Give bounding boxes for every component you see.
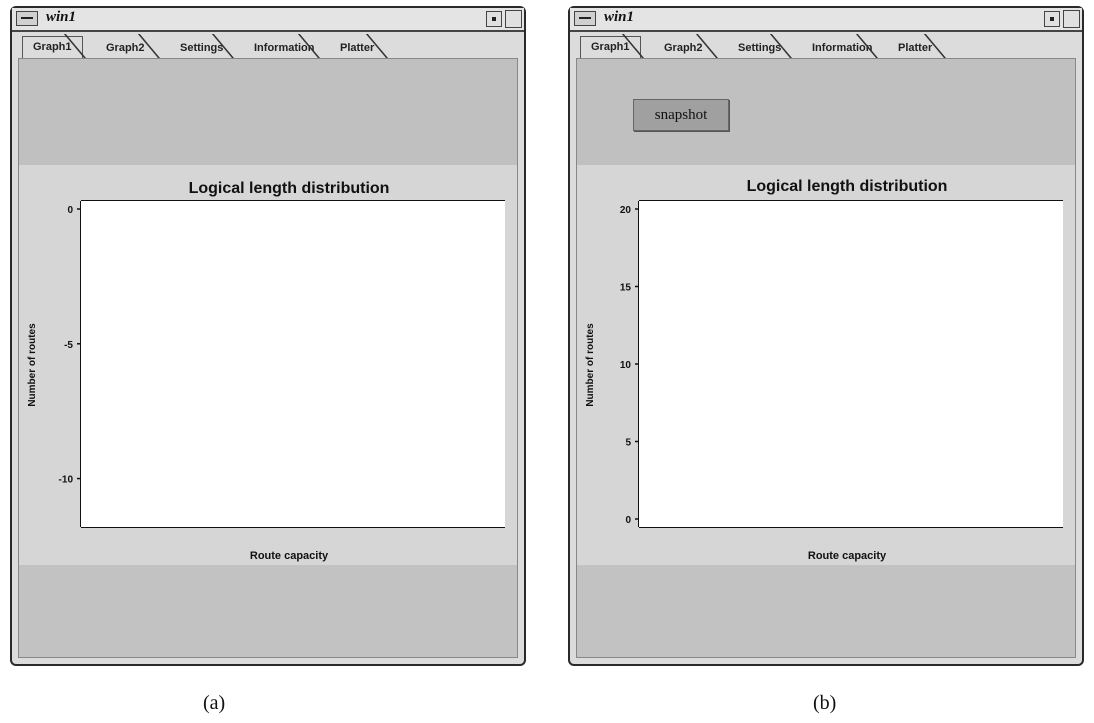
minimize-button[interactable] bbox=[486, 11, 502, 27]
chart-area: 0 -5 -10 Logical length distribution Route… bbox=[19, 165, 517, 565]
caption-a: (a) bbox=[203, 692, 226, 714]
tab-bar: Graph1 Graph2 Settings Information Platt… bbox=[18, 34, 518, 59]
y-tick-label: -10 bbox=[59, 475, 74, 486]
window-a: win1 Graph1 Graph2 Settings Information … bbox=[10, 6, 526, 666]
maximize-button[interactable] bbox=[1063, 10, 1080, 28]
chart-a-svg: 0 -5 -10 Logical length distribution Route… bbox=[27, 180, 505, 562]
tab-graph2[interactable]: Graph2 bbox=[664, 42, 703, 54]
maximize-button[interactable] bbox=[505, 10, 522, 28]
bottom-band bbox=[19, 565, 517, 657]
window-menu-button[interactable] bbox=[16, 11, 38, 26]
minimize-button[interactable] bbox=[1044, 11, 1060, 27]
tab-platter[interactable]: Platter bbox=[898, 42, 933, 54]
y-tick-label: 20 bbox=[620, 205, 632, 216]
bottom-band bbox=[577, 565, 1075, 657]
tab-information[interactable]: Information bbox=[254, 42, 315, 54]
y-axis-label: Number of routes bbox=[27, 323, 38, 407]
window-title: win1 bbox=[46, 9, 77, 25]
snapshot-button[interactable]: snapshot bbox=[633, 99, 729, 131]
top-band: snapshot bbox=[577, 59, 1075, 165]
title-bar[interactable]: win1 bbox=[12, 8, 524, 32]
window-title: win1 bbox=[604, 9, 635, 25]
y-axis-label: Number of routes bbox=[585, 323, 596, 407]
chart-title: Logical length distribution bbox=[747, 178, 948, 195]
tab-graph1[interactable]: Graph1 bbox=[580, 36, 641, 59]
y-tick-label: 10 bbox=[620, 360, 632, 371]
tab-graph2[interactable]: Graph2 bbox=[106, 42, 145, 54]
window-b: win1 Graph1 Graph2 Settings Information … bbox=[568, 6, 1084, 666]
y-tick-label: -5 bbox=[64, 340, 73, 351]
y-tick-label: 5 bbox=[625, 438, 631, 449]
x-axis-label: Route capacity bbox=[250, 550, 329, 562]
chart-title: Logical length distribution bbox=[189, 180, 390, 197]
caption-b: (b) bbox=[813, 692, 837, 714]
tab-information[interactable]: Information bbox=[812, 42, 873, 54]
plot-frame bbox=[639, 201, 1063, 527]
y-tick-label: 0 bbox=[67, 205, 73, 216]
chart-b-svg: 0 5 10 15 20 Logical length distribution Rou… bbox=[585, 178, 1063, 562]
tab-graph1[interactable]: Graph1 bbox=[22, 36, 83, 59]
top-band bbox=[19, 59, 517, 165]
tab-settings[interactable]: Settings bbox=[180, 42, 224, 54]
y-tick-label: 15 bbox=[620, 283, 632, 294]
tab-panel: snapshot 0 5 10 15 20 Logical length distrib… bbox=[576, 58, 1076, 658]
tab-platter[interactable]: Platter bbox=[340, 42, 375, 54]
tab-settings[interactable]: Settings bbox=[738, 42, 782, 54]
chart-area: 0 5 10 15 20 Logical length distribution Rou… bbox=[577, 165, 1075, 565]
tab-bar: Graph1 Graph2 Settings Information Platt… bbox=[576, 34, 1076, 59]
x-axis-label: Route capacity bbox=[808, 550, 887, 562]
y-tick-label: 0 bbox=[625, 515, 631, 526]
title-bar[interactable]: win1 bbox=[570, 8, 1082, 32]
window-menu-button[interactable] bbox=[574, 11, 596, 26]
tab-panel: 0 -5 -10 Logical length distribution Route… bbox=[18, 58, 518, 658]
plot-frame bbox=[81, 201, 505, 527]
